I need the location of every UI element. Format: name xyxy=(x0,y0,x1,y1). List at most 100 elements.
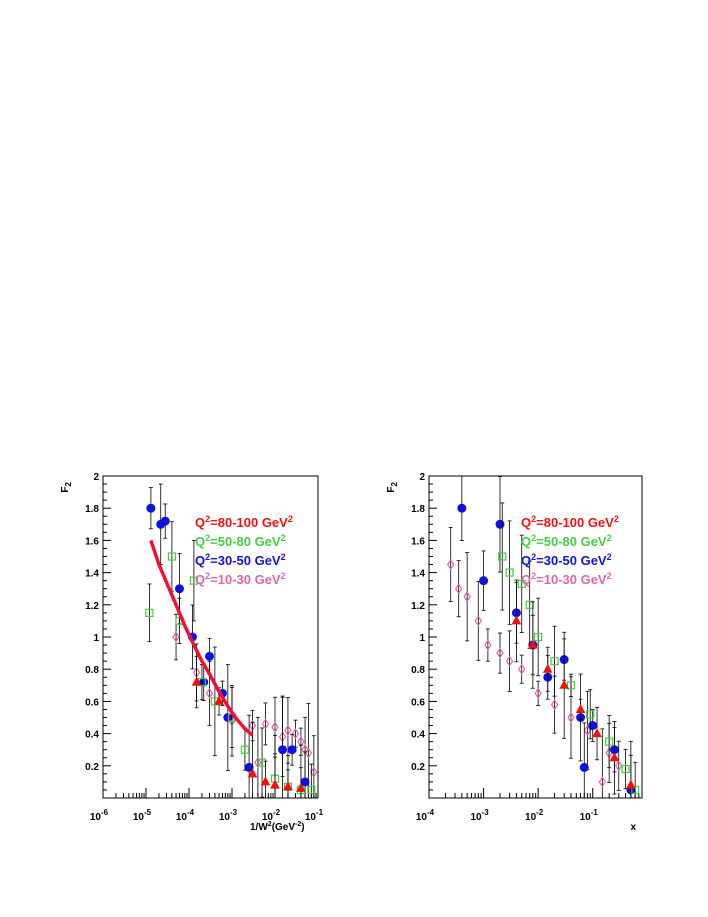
data-point-q80_100 xyxy=(542,663,553,673)
data-point-q10_30 xyxy=(615,760,623,772)
y-tick-label: 0.6 xyxy=(85,697,99,708)
data-point-q50_80 xyxy=(145,608,154,617)
data-point-q80_100 xyxy=(592,728,602,738)
data-point-q80_100 xyxy=(247,768,258,778)
data-point-q80_100 xyxy=(191,676,202,686)
y-tick-label: 1 xyxy=(419,633,425,644)
legend-q-sup: 2 xyxy=(205,552,210,562)
data-point-q10_30 xyxy=(291,728,300,740)
legend-range: =10-30 GeV xyxy=(536,572,607,587)
legend-unit-sup: 2 xyxy=(607,533,612,543)
data-point-q30_50 xyxy=(205,651,215,661)
y-axis-label: F2 xyxy=(386,481,399,492)
y-tick-label: 1.4 xyxy=(411,569,425,580)
legend-q-sup: 2 xyxy=(205,571,210,581)
x-tick-mantissa: 10 xyxy=(90,812,102,823)
y-axis-label-sub: 2 xyxy=(390,481,399,486)
data-point-q50_80 xyxy=(505,568,514,577)
y-axis-label-sub: 2 xyxy=(64,481,73,486)
x-tick-label: 10-6 xyxy=(90,808,109,823)
data-point-q10_30 xyxy=(172,631,180,643)
x-axis-label: 1/W2(GeV-2) xyxy=(250,821,305,833)
legend-q: Q xyxy=(195,572,205,587)
y-tick-label: 2 xyxy=(419,472,425,483)
data-point-q10_30 xyxy=(534,687,542,699)
x-tick-exponent: -1 xyxy=(591,808,599,817)
legend-unit-sup: 2 xyxy=(607,571,612,581)
x-axis-label-exp: -2 xyxy=(295,821,301,828)
data-point-q10_30 xyxy=(310,766,318,778)
y-tick-label: 0.2 xyxy=(411,762,425,773)
legend-entry: Q2=80-100 GeV2 xyxy=(521,514,619,530)
x-tick-mantissa: 10 xyxy=(470,812,482,823)
data-point-q50_80 xyxy=(517,579,526,588)
data-point-q10_30 xyxy=(446,558,455,571)
legend-entry: Q2=30-50 GeV2 xyxy=(195,552,286,568)
legend-unit-sup: 2 xyxy=(281,533,286,543)
legend-range: =10-30 GeV xyxy=(210,572,281,587)
data-point-q50_80 xyxy=(240,745,250,754)
y-tick-label: 1.2 xyxy=(411,601,425,612)
data-point-q50_80 xyxy=(167,552,176,561)
legend-unit-sup: 2 xyxy=(607,552,612,562)
legend-q-sup: 2 xyxy=(205,533,210,543)
y-tick-label: 0.4 xyxy=(411,730,425,741)
data-points xyxy=(446,476,640,798)
legend-unit-sup: 2 xyxy=(281,552,286,562)
legend-q-sup: 2 xyxy=(205,514,210,524)
data-point-q50_80 xyxy=(534,632,543,642)
x-tick-mantissa: 10 xyxy=(580,812,592,823)
data-point-q80_100 xyxy=(214,695,224,705)
series-q50_80 xyxy=(498,502,640,798)
data-point-q10_30 xyxy=(484,639,492,651)
y-axis-label-main: F xyxy=(386,486,397,492)
y-tick-label: 0.6 xyxy=(411,697,425,708)
x-tick-exponent: -2 xyxy=(536,808,544,817)
legend-q: Q xyxy=(521,515,531,530)
data-point-q10_30 xyxy=(463,591,471,603)
x-axis-label-main: 1/W xyxy=(250,822,268,833)
x-tick-mantissa: 10 xyxy=(176,812,188,823)
legend-entry: Q2=80-100 GeV2 xyxy=(195,514,293,530)
legend-range: =30-50 GeV xyxy=(210,553,281,568)
y-tick-label: 1.6 xyxy=(85,536,99,547)
x-tick-exponent: -4 xyxy=(427,808,435,817)
data-point-q50_80 xyxy=(605,737,614,746)
legend-range: =80-100 GeV xyxy=(210,515,288,530)
data-point-q50_80 xyxy=(550,657,559,666)
y-tick-label: 2 xyxy=(93,472,99,483)
y-tick-label: 0.2 xyxy=(85,762,99,773)
x-tick-mantissa: 10 xyxy=(133,812,145,823)
data-point-q30_50 xyxy=(287,745,297,755)
series-q80_100 xyxy=(511,579,636,798)
data-point-q30_50 xyxy=(300,777,310,787)
legend-range: =80-100 GeV xyxy=(536,515,614,530)
x-tick-label: 10-4 xyxy=(176,808,195,823)
data-point-q10_30 xyxy=(550,699,559,711)
data-point-q80_100 xyxy=(575,703,586,713)
data-point-q10_30 xyxy=(284,724,292,736)
x-tick-label: 10-3 xyxy=(470,808,489,823)
data-point-q10_30 xyxy=(254,756,262,769)
data-point-q80_100 xyxy=(260,776,271,786)
x-tick-exponent: -5 xyxy=(144,808,152,817)
x-tick-exponent: -2 xyxy=(273,808,281,817)
legend-range: =30-50 GeV xyxy=(536,553,607,568)
legend-entry: Q2=50-80 GeV2 xyxy=(521,533,612,549)
data-point-q30_50 xyxy=(278,745,288,755)
x-tick-label: 10-2 xyxy=(525,808,544,823)
legend-q: Q xyxy=(195,515,205,530)
x-tick-label: 10-1 xyxy=(580,808,599,823)
x-axis-label-close: ) xyxy=(301,822,304,833)
data-point-q10_30 xyxy=(261,718,270,730)
y-tick-label: 1.8 xyxy=(85,504,99,515)
legend-q: Q xyxy=(521,553,531,568)
legend-q: Q xyxy=(195,534,205,549)
data-point-q10_30 xyxy=(271,721,279,733)
legend-q-sup: 2 xyxy=(531,552,536,562)
series-q30_50 xyxy=(146,483,310,798)
x-tick-label: 10-3 xyxy=(219,808,238,823)
x-axis-label-sup: 2 xyxy=(268,821,272,828)
